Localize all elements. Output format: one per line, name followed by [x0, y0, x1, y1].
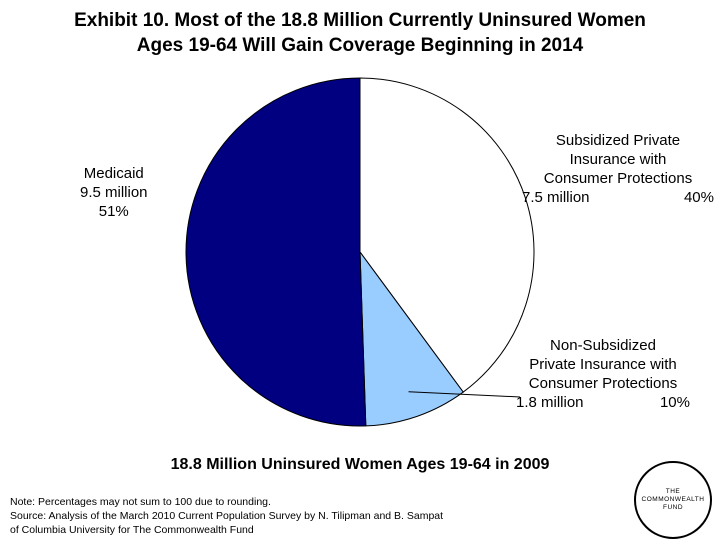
nonsubsidized-amount: 1.8 million [516, 394, 584, 411]
subsidized-amount: 7.5 million [522, 189, 590, 206]
subsidized-label-line-1: Subsidized Private [555, 132, 681, 149]
slice-label-nonsubsidized: Non-Subsidized Private Insurance with Co… [516, 336, 690, 412]
subsidized-label-line-2: Insurance with [569, 151, 667, 168]
slice-label-medicaid: Medicaid 9.5 million 51% [80, 164, 148, 221]
commonwealth-fund-logo: THE COMMONWEALTH FUND [634, 461, 712, 539]
logo-line-2: COMMONWEALTH [641, 496, 705, 503]
subsidized-label-line-3: Consumer Protections [543, 170, 693, 187]
nonsubsidized-label-line-2: Private Insurance with [529, 356, 677, 373]
medicaid-amount: 9.5 million [80, 184, 148, 201]
chart-title-line-2: Ages 19-64 Will Gain Coverage Beginning … [136, 35, 584, 56]
source-line-1: Source: Analysis of the March 2010 Curre… [10, 510, 444, 522]
footnotes: Note: Percentages may not sum to 100 due… [10, 495, 443, 537]
pie-slice-subsidized [359, 77, 535, 393]
pie-slice-medicaid [185, 77, 367, 427]
chart-subtitle: 18.8 Million Uninsured Women Ages 19-64 … [170, 456, 550, 473]
leader-line-nonsubsidized [408, 391, 521, 398]
medicaid-percent: 51% [98, 203, 129, 220]
logo-line-3: FUND [662, 504, 684, 511]
nonsubsidized-label-line-3: Consumer Protections [528, 375, 678, 392]
logo-line-1: THE [665, 488, 681, 495]
nonsubsidized-percent: 10% [659, 394, 690, 411]
nonsubsidized-label-line-1: Non-Subsidized [550, 337, 656, 354]
slice-label-subsidized: Subsidized Private Insurance with Consum… [522, 131, 714, 207]
subsidized-percent: 40% [683, 189, 714, 206]
note-rounding: Note: Percentages may not sum to 100 due… [10, 496, 271, 508]
medicaid-label-line-1: Medicaid [83, 165, 144, 182]
chart-title-line-1: Exhibit 10. Most of the 18.8 Million Cur… [74, 10, 646, 31]
source-line-2: of Columbia University for The Commonwea… [10, 524, 254, 536]
chart-title: Exhibit 10. Most of the 18.8 Million Cur… [0, 8, 720, 58]
